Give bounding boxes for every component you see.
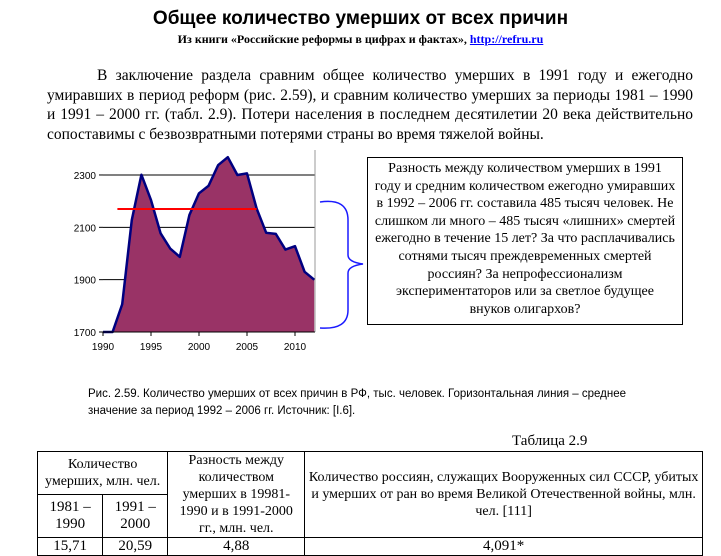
table-row: 15,71 20,59 4,88 4,091* [38, 538, 703, 556]
subtitle: Из книги «Российские реформы в цифрах и … [0, 32, 721, 47]
value-difference: 4,88 [168, 538, 305, 556]
header-deaths: Количество умерших, млн. чел. [38, 452, 168, 495]
y-tick-label: 1700 [74, 328, 97, 339]
callout-box: Разность между количеством умерших в 199… [367, 157, 683, 325]
x-tick-label: 2010 [284, 342, 307, 353]
x-tick-label: 1990 [92, 342, 115, 353]
figure-caption: Рис. 2.59. Количество умерших от всех пр… [88, 386, 648, 420]
value-period-2: 20,59 [103, 538, 168, 556]
value-war-losses: 4,091* [305, 538, 703, 556]
y-tick-label: 2300 [74, 171, 97, 182]
body-paragraph: В заключение раздела сравним общее колич… [47, 66, 693, 144]
x-tick-label: 2005 [236, 342, 259, 353]
header-war-losses: Количество россиян, служащих Вооруженных… [305, 452, 703, 538]
data-table: Количество умерших, млн. чел. Разность м… [37, 451, 703, 556]
brace-icon [318, 200, 368, 330]
subtitle-text: Из книги «Российские реформы в цифрах и … [178, 32, 467, 46]
y-tick-label: 1900 [74, 276, 97, 287]
header-period-2: 1991 – 2000 [103, 495, 168, 538]
table-label: Таблица 2.9 [512, 433, 587, 450]
x-tick-label: 1995 [140, 342, 163, 353]
deaths-chart: 1700 1900 2100 2300 1990 1995 2000 2005 2010 [60, 150, 360, 360]
value-period-1: 15,71 [38, 538, 103, 556]
source-link[interactable]: http://refru.ru [470, 32, 543, 46]
page-title: Общее количество умерших от всех причин [0, 8, 721, 30]
header-difference: Разность между количеством умерших в 199… [168, 452, 305, 538]
header-period-1: 1981 – 1990 [38, 495, 103, 538]
x-tick-label: 2000 [188, 342, 211, 353]
y-tick-label: 2100 [74, 223, 97, 234]
